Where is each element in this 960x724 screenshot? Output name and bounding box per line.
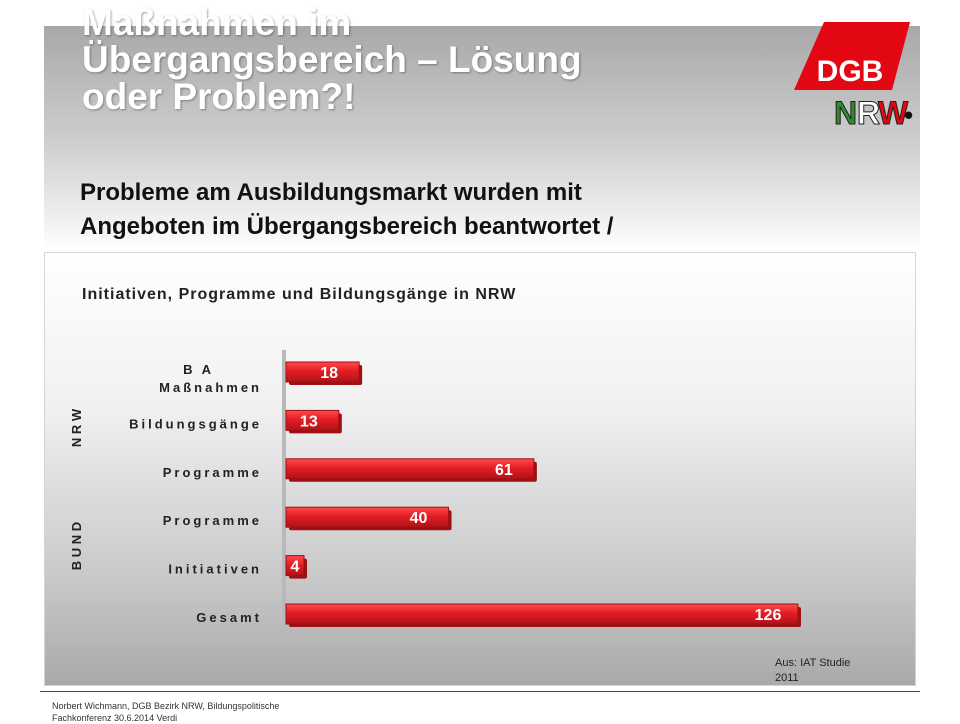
- footer-line: Norbert Wichmann, DGB Bezirk NRW, Bildun…: [52, 701, 280, 711]
- subtitle-line: Probleme am Ausbildungsmarkt wurden mit: [80, 179, 582, 206]
- bar-value-label: 40: [410, 510, 428, 527]
- category-label: Maßnahmen: [159, 380, 262, 395]
- bar-value-label: 126: [755, 607, 782, 624]
- bar-value-label: 18: [320, 365, 338, 382]
- slide-subtitle: Probleme am Ausbildungsmarkt wurden mit …: [80, 176, 820, 244]
- y-axis-line: [282, 350, 286, 630]
- logo-dgb-text: DGB: [817, 55, 884, 88]
- group-label: N R W: [69, 408, 84, 447]
- category-label: Gesamt: [196, 610, 262, 625]
- bar: [285, 506, 450, 528]
- footer-text: Norbert Wichmann, DGB Bezirk NRW, Bildun…: [52, 700, 352, 724]
- category-label: Bildungsgänge: [129, 416, 262, 431]
- logo-letter-r: R: [857, 95, 880, 128]
- chart-title: Initiativen, Programme und Bildungsgänge…: [82, 286, 516, 303]
- bar: [285, 603, 799, 625]
- bar: [285, 409, 340, 431]
- bars-layer: 18 B A Maßnahmen 13 Bildungsgänge 61 Programme…: [69, 350, 801, 630]
- bar-value-label: 4: [291, 559, 300, 576]
- bar-value-label: 13: [300, 413, 318, 430]
- footer-divider: [40, 691, 920, 692]
- title-line: Maßnahmen im: [82, 2, 352, 43]
- category-label: B A: [183, 362, 214, 377]
- source-note: Aus: IAT Studie 2011: [775, 656, 850, 686]
- category-label: Initiativen: [168, 562, 262, 577]
- dgb-nrw-logo: DGB N R W •: [794, 22, 913, 128]
- title-line: oder Problem?!: [82, 76, 356, 117]
- bar: [285, 361, 360, 383]
- logo-dot: •: [904, 100, 913, 128]
- bar: [285, 555, 305, 577]
- category-label: Programme: [163, 465, 262, 480]
- logo-letter-w: W: [878, 95, 909, 128]
- logo-letter-n: N: [834, 95, 857, 128]
- title-line: Übergangsbereich – Lösung: [82, 39, 582, 80]
- bar: [285, 458, 535, 480]
- logo-red-shape: [794, 22, 910, 90]
- footer-line: Fachkonferenz 30.6.2014 Verdi: [52, 713, 178, 723]
- category-label: Programme: [163, 513, 262, 528]
- source-line: Aus: IAT Studie: [775, 657, 851, 669]
- subtitle-line: Angeboten im Übergangsbereich beantworte…: [80, 213, 614, 240]
- slide-title: Maßnahmen im Übergangsbereich – Lösung o…: [82, 4, 722, 115]
- bar-value-label: 61: [495, 462, 513, 479]
- group-label: B U N D: [69, 522, 84, 570]
- source-line: 2011: [775, 672, 799, 684]
